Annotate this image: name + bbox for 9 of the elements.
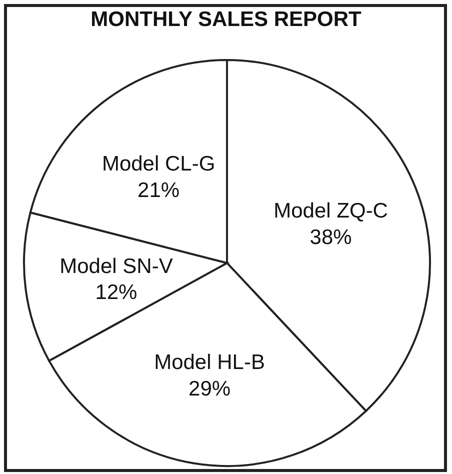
data-label: 12% [95,281,138,304]
slice-label: Model SN-V [60,254,173,278]
data-label: 21% [138,178,180,202]
chart-title: MONTHLY SALES REPORT [90,8,362,32]
slice-label: Model CL-G [102,152,216,176]
data-label: 38% [310,226,352,249]
data-label: 29% [188,377,231,400]
slice-label: Model HL-B [154,351,265,374]
slice-label: Model ZQ-C [274,200,388,223]
